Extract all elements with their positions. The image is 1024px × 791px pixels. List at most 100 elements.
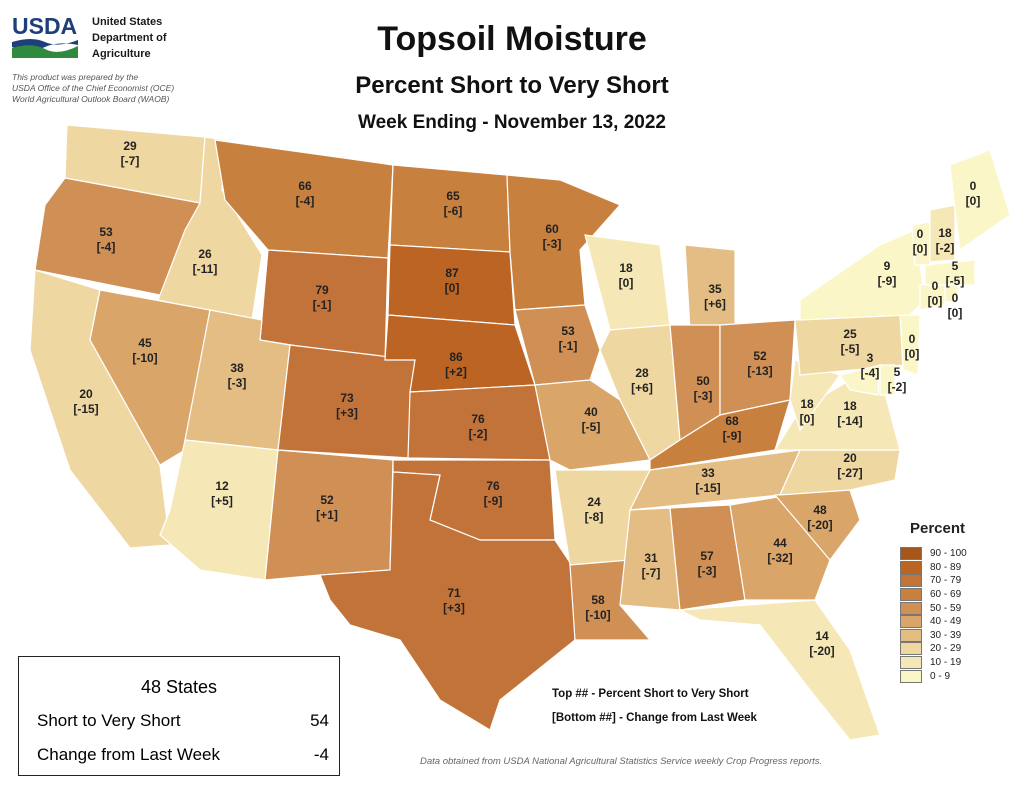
state-value-label: 24 (587, 495, 601, 509)
state-value-label: 0 (952, 291, 959, 305)
state-change-label: [-20] (809, 644, 834, 658)
state-value-label: 58 (591, 593, 605, 607)
state-change-label: [0] (948, 306, 963, 320)
state-change-label: [-3] (698, 564, 717, 578)
credit-line: World Agricultural Outlook Board (WAOB) (12, 94, 170, 104)
legend-label: 10 - 19 (930, 657, 962, 669)
state-value-label: 0 (970, 179, 977, 193)
state-change-label: [-3] (694, 389, 713, 403)
legend-label: 60 - 69 (930, 589, 962, 601)
state-value-label: 65 (446, 189, 460, 203)
state-value-label: 87 (445, 266, 459, 280)
state-change-label: [-2] (936, 241, 955, 255)
state-value-label: 12 (215, 479, 229, 493)
map-title: Topsoil Moisture (377, 20, 647, 58)
summary-title: 48 States (140, 677, 218, 697)
state-change-label: [-4] (296, 194, 315, 208)
state-value-label: 50 (696, 374, 710, 388)
legend-item: 90 - 100 (900, 547, 967, 561)
state-me (949, 149, 1011, 252)
state-value-label: 44 (773, 536, 787, 550)
state-vt (911, 221, 931, 266)
state-value-label: 48 (813, 503, 827, 517)
state-change-label: [+1] (316, 508, 338, 522)
state-value-label: 28 (635, 366, 649, 380)
state-value-label: 68 (725, 414, 739, 428)
state-value-label: 25 (843, 327, 857, 341)
source-note: Data obtained from USDA National Agricul… (420, 756, 823, 767)
summary-label: Short to Very Short (37, 711, 181, 730)
legend-swatch (900, 601, 922, 615)
state-change-label: [-1] (313, 298, 332, 312)
state-change-label: [-10] (132, 351, 157, 365)
state-value-label: 38 (230, 361, 244, 375)
legend-label: 80 - 89 (930, 561, 962, 573)
state-ny (799, 229, 926, 321)
state-change-label: [0] (905, 347, 920, 361)
map-subtitle: Percent Short to Very Short (355, 72, 669, 99)
state-value-label: 20 (843, 451, 857, 465)
state-change-label: [+2] (445, 365, 467, 379)
state-value-label: 52 (753, 349, 767, 363)
key-note-bottom: [Bottom ##] - Change from Last Week (552, 712, 757, 724)
state-value-label: 86 (449, 350, 463, 364)
legend-swatch (900, 560, 922, 574)
legend-label: 50 - 59 (930, 602, 962, 614)
summary-row: Change from Last Week -4 (37, 745, 329, 765)
state-value-label: 76 (471, 412, 485, 426)
legend-label: 90 - 100 (930, 548, 967, 560)
legend: Percent 90 - 100 80 - 89 70 - 79 60 - 69 50 … (900, 520, 967, 683)
legend-item: 30 - 39 (900, 628, 967, 643)
state-ma (924, 259, 976, 286)
state-change-label: [-14] (837, 414, 862, 428)
state-change-label: [-27] (837, 466, 862, 480)
state-change-label: [-4] (861, 366, 880, 380)
state-change-label: [0] (928, 294, 943, 308)
state-change-label: [-10] (585, 608, 610, 622)
state-value-label: 18 (938, 226, 952, 240)
summary-row: Short to Very Short 54 (37, 711, 329, 731)
legend-swatch (900, 656, 922, 670)
legend-swatch (900, 669, 922, 683)
legend-item: 20 - 29 (900, 642, 967, 656)
agency-name: United States Department of Agriculture (92, 14, 167, 62)
agency-line: United States (92, 16, 163, 28)
state-value-label: 40 (584, 405, 598, 419)
state-value-label: 5 (952, 259, 959, 273)
state-change-label: [-5] (946, 274, 965, 288)
usda-logo: USDA (12, 13, 78, 58)
state-change-label: [0] (966, 194, 981, 208)
state-value-label: 3 (867, 351, 874, 365)
state-change-label: [-1] (559, 339, 578, 353)
state-change-label: [-2] (469, 427, 488, 441)
state-change-label: [-7] (121, 154, 140, 168)
state-change-label: [+6] (704, 297, 726, 311)
state-value-label: 45 (138, 336, 152, 350)
state-value-label: 52 (320, 493, 334, 507)
legend-item: 40 - 49 (900, 615, 967, 629)
state-change-label: [-2] (888, 380, 907, 394)
state-change-label: [-9] (723, 429, 742, 443)
state-value-label: 29 (123, 139, 137, 153)
legend-swatch (900, 588, 922, 602)
state-value-label: 79 (315, 283, 329, 297)
state-value-label: 31 (644, 551, 658, 565)
state-value-label: 53 (99, 225, 113, 239)
credit-note: This product was prepared by the USDA Of… (12, 72, 174, 105)
state-change-label: [+6] (631, 381, 653, 395)
state-value-label: 20 (79, 387, 93, 401)
state-change-label: [+3] (443, 601, 465, 615)
legend-item: 10 - 19 (900, 656, 967, 670)
state-value-label: 14 (815, 629, 829, 643)
legend-label: 70 - 79 (930, 575, 962, 587)
state-change-label: [-8] (585, 510, 604, 524)
state-value-label: 18 (619, 261, 633, 275)
state-change-label: [-6] (444, 204, 463, 218)
state-value-label: 33 (701, 466, 715, 480)
state-change-label: [-15] (73, 402, 98, 416)
state-az (159, 439, 279, 581)
legend-item: 80 - 89 (900, 560, 967, 575)
state-value-label: 53 (561, 324, 575, 338)
state-change-label: [-9] (878, 274, 897, 288)
credit-line: This product was prepared by the (12, 72, 139, 82)
